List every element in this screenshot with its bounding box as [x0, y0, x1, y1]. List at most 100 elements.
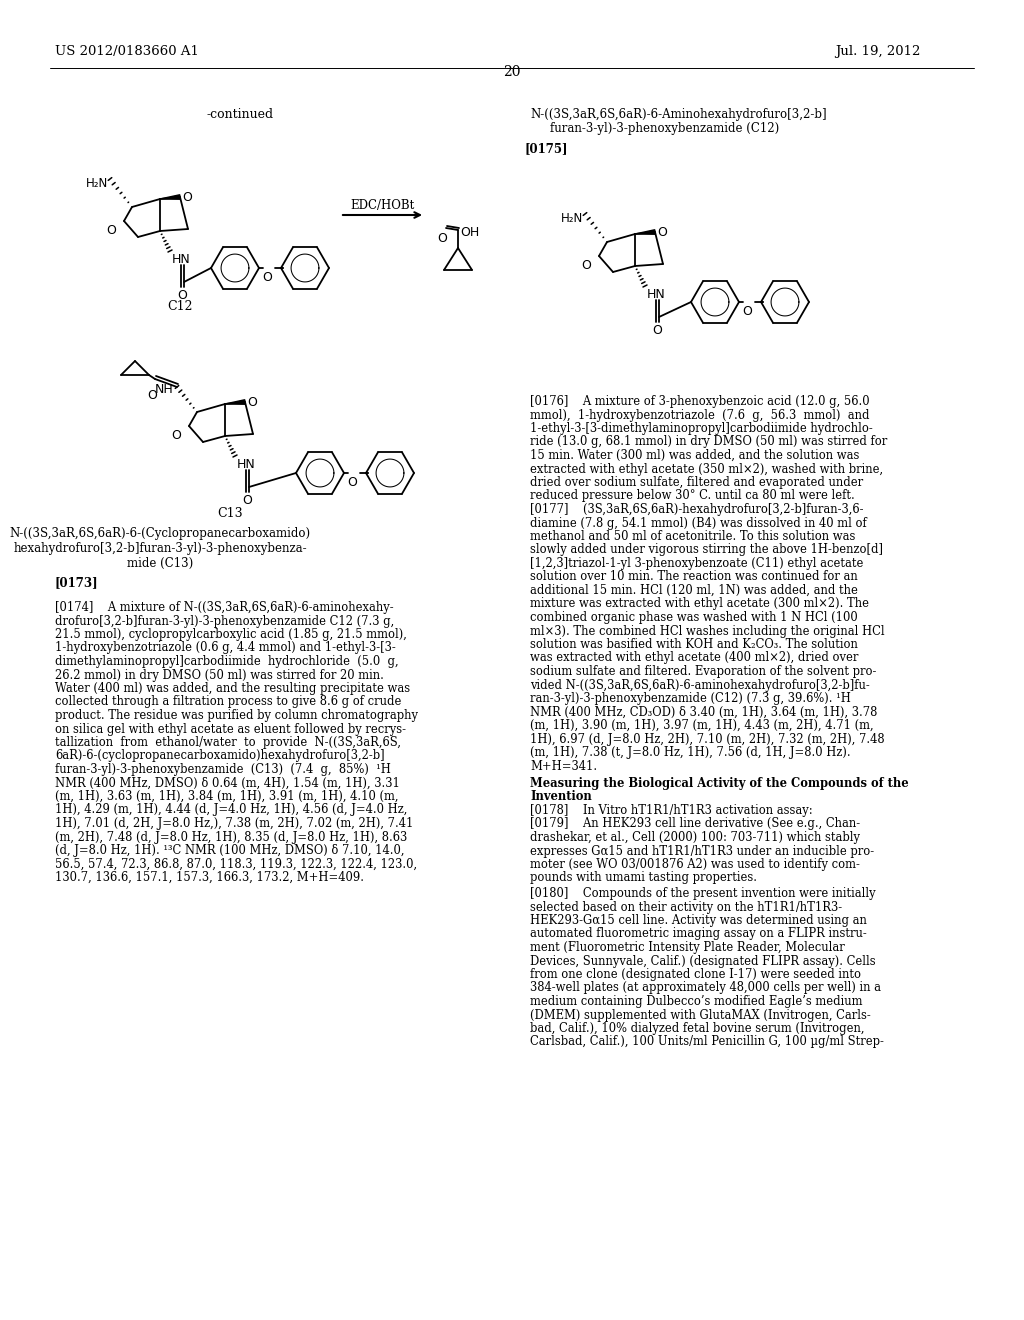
Text: NMR (400 MHz, DMSO) δ 0.64 (m, 4H), 1.54 (m, 1H), 3.31: NMR (400 MHz, DMSO) δ 0.64 (m, 4H), 1.54…: [55, 776, 400, 789]
Text: H₂N: H₂N: [86, 177, 109, 190]
Text: dried over sodium sulfate, filtered and evaporated under: dried over sodium sulfate, filtered and …: [530, 477, 863, 488]
Text: O: O: [242, 494, 252, 507]
Text: O: O: [177, 289, 187, 302]
Text: N-((3S,3aR,6S,6aR)-6-(Cyclopropanecarboxamido): N-((3S,3aR,6S,6aR)-6-(Cyclopropanecarbox…: [9, 527, 310, 540]
Text: HN: HN: [172, 253, 190, 267]
Polygon shape: [225, 400, 245, 404]
Text: NMR (400 MHz, CD₃OD) δ 3.40 (m, 1H), 3.64 (m, 1H), 3.78: NMR (400 MHz, CD₃OD) δ 3.40 (m, 1H), 3.6…: [530, 705, 878, 718]
Text: solution was basified with KOH and K₂CO₃. The solution: solution was basified with KOH and K₂CO₃…: [530, 638, 858, 651]
Text: on silica gel with ethyl acetate as eluent followed by recrys-: on silica gel with ethyl acetate as elue…: [55, 722, 406, 735]
Text: 6aR)-6-(cyclopropanecarboxamido)hexahydrofuro[3,2-b]: 6aR)-6-(cyclopropanecarboxamido)hexahydr…: [55, 750, 385, 763]
Text: HEK293-Gα15 cell line. Activity was determined using an: HEK293-Gα15 cell line. Activity was dete…: [530, 913, 867, 927]
Text: 15 min. Water (300 ml) was added, and the solution was: 15 min. Water (300 ml) was added, and th…: [530, 449, 859, 462]
Text: [1,2,3]triazol-1-yl 3-phenoxybenzoate (C11) ethyl acetate: [1,2,3]triazol-1-yl 3-phenoxybenzoate (C…: [530, 557, 863, 570]
Text: HN: HN: [647, 288, 666, 301]
Text: 384-well plates (at approximately 48,000 cells per well) in a: 384-well plates (at approximately 48,000…: [530, 982, 881, 994]
Text: -continued: -continued: [207, 108, 273, 121]
Text: 130.7, 136.6, 157.1, 157.3, 166.3, 173.2, M+H=409.: 130.7, 136.6, 157.1, 157.3, 166.3, 173.2…: [55, 871, 364, 884]
Text: Invention: Invention: [530, 791, 592, 804]
Text: O: O: [262, 271, 272, 284]
Text: 1H), 7.01 (d, 2H, J=8.0 Hz,), 7.38 (m, 2H), 7.02 (m, 2H), 7.41: 1H), 7.01 (d, 2H, J=8.0 Hz,), 7.38 (m, 2…: [55, 817, 414, 830]
Text: pounds with umami tasting properties.: pounds with umami tasting properties.: [530, 871, 757, 884]
Text: 1-hydroxybenzotriazole (0.6 g, 4.4 mmol) and 1-ethyl-3-[3-: 1-hydroxybenzotriazole (0.6 g, 4.4 mmol)…: [55, 642, 395, 655]
Text: N-((3S,3aR,6S,6aR)-6-Aminohexahydrofuro[3,2-b]: N-((3S,3aR,6S,6aR)-6-Aminohexahydrofuro[…: [530, 108, 826, 121]
Text: Devices, Sunnyvale, Calif.) (designated FLIPR assay). Cells: Devices, Sunnyvale, Calif.) (designated …: [530, 954, 876, 968]
Text: NH: NH: [155, 383, 173, 396]
Text: (m, 1H), 3.90 (m, 1H), 3.97 (m, 1H), 4.43 (m, 2H), 4.71 (m,: (m, 1H), 3.90 (m, 1H), 3.97 (m, 1H), 4.4…: [530, 719, 873, 733]
Text: furan-3-yl)-3-phenoxybenzamide  (C13)  (7.4  g,  85%)  ¹H: furan-3-yl)-3-phenoxybenzamide (C13) (7.…: [55, 763, 391, 776]
Text: reduced pressure below 30° C. until ca 80 ml were left.: reduced pressure below 30° C. until ca 8…: [530, 490, 855, 503]
Text: extracted with ethyl acetate (350 ml×2), washed with brine,: extracted with ethyl acetate (350 ml×2),…: [530, 462, 883, 475]
Text: (m, 2H), 7.48 (d, J=8.0 Hz, 1H), 8.35 (d, J=8.0 Hz, 1H), 8.63: (m, 2H), 7.48 (d, J=8.0 Hz, 1H), 8.35 (d…: [55, 830, 408, 843]
Text: O: O: [171, 429, 181, 442]
Text: methanol and 50 ml of acetonitrile. To this solution was: methanol and 50 ml of acetonitrile. To t…: [530, 531, 855, 543]
Text: automated fluorometric imaging assay on a FLIPR instru-: automated fluorometric imaging assay on …: [530, 928, 866, 940]
Text: 1H), 6.97 (d, J=8.0 Hz, 2H), 7.10 (m, 2H), 7.32 (m, 2H), 7.48: 1H), 6.97 (d, J=8.0 Hz, 2H), 7.10 (m, 2H…: [530, 733, 885, 746]
Text: Jul. 19, 2012: Jul. 19, 2012: [835, 45, 921, 58]
Text: product. The residue was purified by column chromatography: product. The residue was purified by col…: [55, 709, 418, 722]
Text: O: O: [657, 226, 667, 239]
Text: (DMEM) supplemented with GlutaMAX (Invitrogen, Carls-: (DMEM) supplemented with GlutaMAX (Invit…: [530, 1008, 870, 1022]
Text: [0175]: [0175]: [525, 143, 568, 154]
Text: [0180]    Compounds of the present invention were initially: [0180] Compounds of the present inventio…: [530, 887, 876, 900]
Text: mide (C13): mide (C13): [127, 557, 194, 570]
Text: O: O: [437, 232, 446, 246]
Text: [0178]    In Vitro hT1R1/hT1R3 activation assay:: [0178] In Vitro hT1R1/hT1R3 activation a…: [530, 804, 813, 817]
Text: Measuring the Biological Activity of the Compounds of the: Measuring the Biological Activity of the…: [530, 777, 908, 789]
Text: collected through a filtration process to give 8.6 g of crude: collected through a filtration process t…: [55, 696, 401, 709]
Text: O: O: [247, 396, 257, 409]
Text: O: O: [347, 477, 357, 488]
Text: 21.5 mmol), cyclopropylcarboxylic acid (1.85 g, 21.5 mmol),: 21.5 mmol), cyclopropylcarboxylic acid (…: [55, 628, 407, 642]
Text: hexahydrofuro[3,2-b]furan-3-yl)-3-phenoxybenza-: hexahydrofuro[3,2-b]furan-3-yl)-3-phenox…: [13, 543, 307, 554]
Text: (d, J=8.0 Hz, 1H). ¹³C NMR (100 MHz, DMSO) δ 7.10, 14.0,: (d, J=8.0 Hz, 1H). ¹³C NMR (100 MHz, DMS…: [55, 843, 404, 857]
Text: 1-ethyl-3-[3-dimethylaminopropyl]carbodiimide hydrochlo-: 1-ethyl-3-[3-dimethylaminopropyl]carbodi…: [530, 422, 872, 436]
Text: combined organic phase was washed with 1 N HCl (100: combined organic phase was washed with 1…: [530, 611, 858, 624]
Text: mmol),  1-hydroxybenzotriazole  (7.6  g,  56.3  mmol)  and: mmol), 1-hydroxybenzotriazole (7.6 g, 56…: [530, 408, 869, 421]
Text: 56.5, 57.4, 72.3, 86.8, 87.0, 118.3, 119.3, 122.3, 122.4, 123.0,: 56.5, 57.4, 72.3, 86.8, 87.0, 118.3, 119…: [55, 858, 417, 870]
Text: tallization  from  ethanol/water  to  provide  N-((3S,3aR,6S,: tallization from ethanol/water to provid…: [55, 737, 401, 748]
Text: 20: 20: [503, 65, 521, 79]
Text: sodium sulfate and filtered. Evaporation of the solvent pro-: sodium sulfate and filtered. Evaporation…: [530, 665, 877, 678]
Text: M+H=341.: M+H=341.: [530, 759, 597, 772]
Text: 26.2 mmol) in dry DMSO (50 ml) was stirred for 20 min.: 26.2 mmol) in dry DMSO (50 ml) was stirr…: [55, 668, 384, 681]
Text: [0174]    A mixture of N-((3S,3aR,6S,6aR)-6-aminohexahy-: [0174] A mixture of N-((3S,3aR,6S,6aR)-6…: [55, 601, 393, 614]
Text: O: O: [147, 389, 157, 403]
Polygon shape: [160, 195, 180, 199]
Text: O: O: [742, 305, 752, 318]
Text: drofuro[3,2-b]furan-3-yl)-3-phenoxybenzamide C12 (7.3 g,: drofuro[3,2-b]furan-3-yl)-3-phenoxybenza…: [55, 615, 394, 627]
Text: US 2012/0183660 A1: US 2012/0183660 A1: [55, 45, 199, 58]
Text: O: O: [182, 191, 191, 205]
Text: moter (see WO 03/001876 A2) was used to identify com-: moter (see WO 03/001876 A2) was used to …: [530, 858, 860, 871]
Text: ml×3). The combined HCl washes including the original HCl: ml×3). The combined HCl washes including…: [530, 624, 885, 638]
Text: (m, 1H), 7.38 (t, J=8.0 Hz, 1H), 7.56 (d, 1H, J=8.0 Hz).: (m, 1H), 7.38 (t, J=8.0 Hz, 1H), 7.56 (d…: [530, 746, 851, 759]
Text: furan-3-yl)-3-phenoxybenzamide (C12): furan-3-yl)-3-phenoxybenzamide (C12): [550, 121, 779, 135]
Text: vided N-((3S,3aR,6S,6aR)-6-aminohexahydrofuro[3,2-b]fu-: vided N-((3S,3aR,6S,6aR)-6-aminohexahydr…: [530, 678, 869, 692]
Text: additional 15 min. HCl (120 ml, 1N) was added, and the: additional 15 min. HCl (120 ml, 1N) was …: [530, 583, 858, 597]
Text: Carlsbad, Calif.), 100 Units/ml Penicillin G, 100 µg/ml Strep-: Carlsbad, Calif.), 100 Units/ml Penicill…: [530, 1035, 884, 1048]
Text: expresses Gα15 and hT1R1/hT1R3 under an inducible pro-: expresses Gα15 and hT1R1/hT1R3 under an …: [530, 845, 874, 858]
Text: ment (Fluorometric Intensity Plate Reader, Molecular: ment (Fluorometric Intensity Plate Reade…: [530, 941, 845, 954]
Text: C12: C12: [167, 300, 193, 313]
Text: [0179]    An HEK293 cell line derivative (See e.g., Chan-: [0179] An HEK293 cell line derivative (S…: [530, 817, 860, 830]
Text: bad, Calif.), 10% dialyzed fetal bovine serum (Invitrogen,: bad, Calif.), 10% dialyzed fetal bovine …: [530, 1022, 864, 1035]
Text: O: O: [652, 323, 662, 337]
Text: O: O: [582, 259, 591, 272]
Text: drashekar, et al., Cell (2000) 100: 703-711) which stably: drashekar, et al., Cell (2000) 100: 703-…: [530, 832, 860, 843]
Text: was extracted with ethyl acetate (400 ml×2), dried over: was extracted with ethyl acetate (400 ml…: [530, 652, 858, 664]
Text: diamine (7.8 g, 54.1 mmol) (B4) was dissolved in 40 ml of: diamine (7.8 g, 54.1 mmol) (B4) was diss…: [530, 516, 866, 529]
Text: HN: HN: [237, 458, 256, 471]
Text: (m, 1H), 3.63 (m, 1H), 3.84 (m, 1H), 3.91 (m, 1H), 4.10 (m,: (m, 1H), 3.63 (m, 1H), 3.84 (m, 1H), 3.9…: [55, 789, 398, 803]
Text: [0176]    A mixture of 3-phenoxybenzoic acid (12.0 g, 56.0: [0176] A mixture of 3-phenoxybenzoic aci…: [530, 395, 869, 408]
Text: [0177]    (3S,3aR,6S,6aR)-hexahydrofuro[3,2-b]furan-3,6-: [0177] (3S,3aR,6S,6aR)-hexahydrofuro[3,2…: [530, 503, 863, 516]
Text: C13: C13: [217, 507, 243, 520]
Text: EDC/HOBt: EDC/HOBt: [350, 199, 414, 213]
Text: medium containing Dulbecco’s modified Eagle’s medium: medium containing Dulbecco’s modified Ea…: [530, 995, 862, 1008]
Text: O: O: [106, 224, 116, 238]
Text: ride (13.0 g, 68.1 mmol) in dry DMSO (50 ml) was stirred for: ride (13.0 g, 68.1 mmol) in dry DMSO (50…: [530, 436, 887, 449]
Text: slowly added under vigorous stirring the above 1H-benzo[d]: slowly added under vigorous stirring the…: [530, 544, 883, 557]
Text: Water (400 ml) was added, and the resulting precipitate was: Water (400 ml) was added, and the result…: [55, 682, 411, 696]
Text: mixture was extracted with ethyl acetate (300 ml×2). The: mixture was extracted with ethyl acetate…: [530, 598, 869, 610]
Text: from one clone (designated clone I-17) were seeded into: from one clone (designated clone I-17) w…: [530, 968, 861, 981]
Text: selected based on their activity on the hT1R1/hT1R3-: selected based on their activity on the …: [530, 900, 842, 913]
Text: OH: OH: [460, 226, 479, 239]
